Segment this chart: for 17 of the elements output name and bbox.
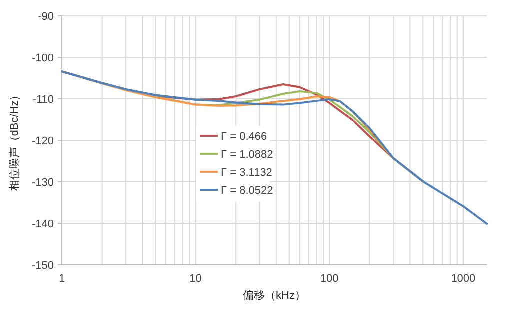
legend-label: Γ = 3.1132 bbox=[221, 167, 272, 179]
y-tick-label: -110 bbox=[32, 94, 54, 106]
y-tick-label: -120 bbox=[32, 136, 54, 148]
y-tick-label: -150 bbox=[32, 260, 54, 272]
x-tick-label: 100 bbox=[320, 273, 339, 285]
y-tick-label: -130 bbox=[32, 177, 54, 189]
y-tick-label: -100 bbox=[32, 52, 54, 64]
x-tick-label: 10 bbox=[190, 273, 202, 285]
x-tick-label: 1 bbox=[58, 273, 66, 285]
legend-label: Γ = 8.0522 bbox=[221, 185, 274, 197]
legend-label: Γ = 1.0882 bbox=[221, 149, 274, 161]
x-axis-title: 偏移（kHz） bbox=[243, 290, 306, 302]
y-tick-label: -90 bbox=[38, 11, 54, 23]
y-axis-title: 相位噪声（dBc/Hz） bbox=[8, 90, 21, 192]
legend-label: Γ = 0.466 bbox=[221, 131, 268, 143]
y-tick-label: -140 bbox=[32, 218, 54, 230]
x-tick-label: 1000 bbox=[451, 273, 476, 285]
